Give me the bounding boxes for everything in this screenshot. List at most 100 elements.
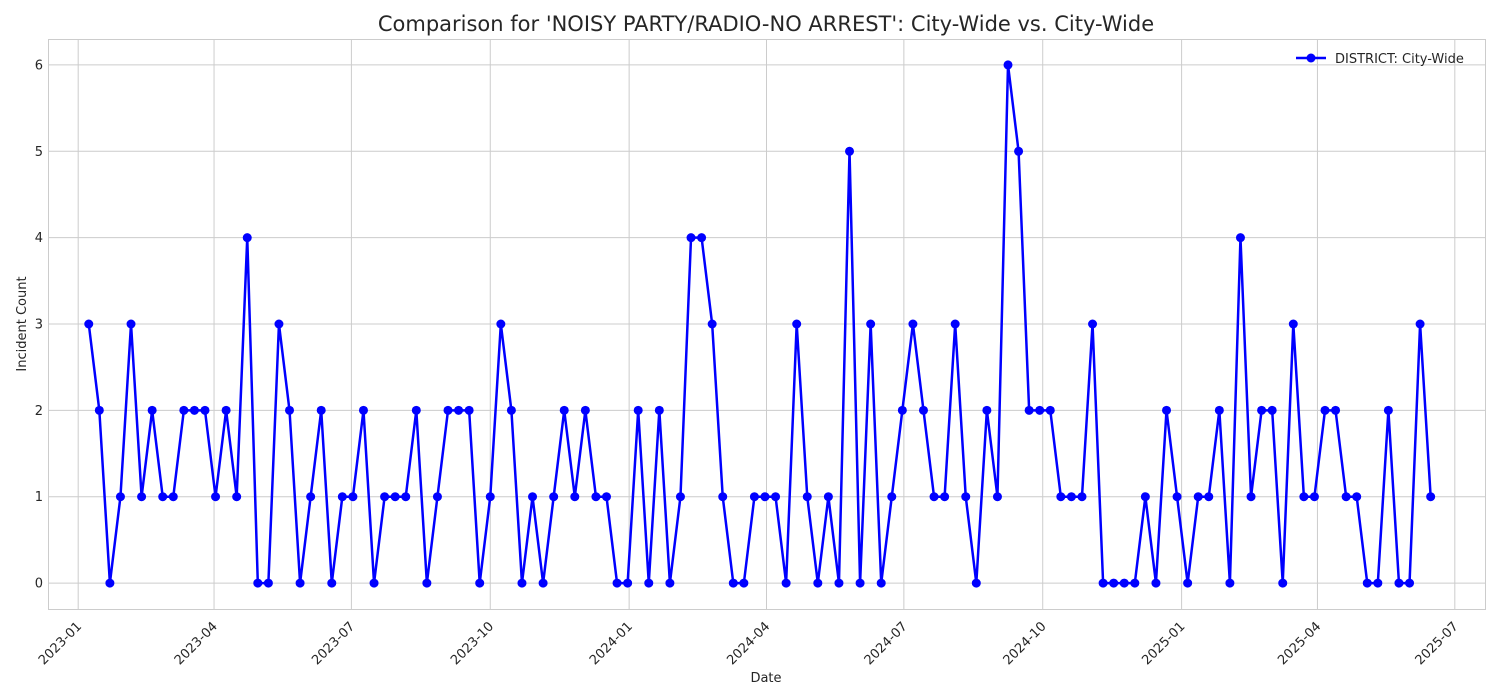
x-tick-label: 2024-07	[862, 619, 911, 668]
data-point	[411, 405, 421, 415]
data-point	[496, 319, 506, 329]
data-point	[1331, 405, 1341, 415]
y-tick-label: 3	[35, 318, 43, 333]
data-point	[115, 492, 125, 502]
data-point	[834, 578, 844, 588]
data-point	[454, 405, 464, 415]
data-point	[1373, 578, 1383, 588]
data-point	[697, 233, 707, 243]
data-point	[929, 492, 939, 502]
x-axis-label: Date	[750, 671, 781, 686]
x-tick-label: 2025-01	[1139, 619, 1188, 668]
data-point	[464, 405, 474, 415]
data-point	[918, 405, 928, 415]
data-point	[200, 405, 210, 415]
data-point	[992, 492, 1002, 502]
data-point	[1045, 405, 1055, 415]
data-point	[982, 405, 992, 415]
data-point	[1035, 405, 1045, 415]
data-point	[232, 492, 242, 502]
legend-marker	[1306, 53, 1316, 63]
data-point	[1003, 60, 1013, 70]
data-point	[1140, 492, 1150, 502]
data-point	[1130, 578, 1140, 588]
data-point	[792, 319, 802, 329]
data-point	[665, 578, 675, 588]
data-point	[94, 405, 104, 415]
x-tick-label: 2025-07	[1413, 619, 1462, 668]
data-point	[1077, 492, 1087, 502]
data-point	[813, 578, 823, 588]
data-point	[475, 578, 485, 588]
data-point	[147, 405, 157, 415]
data-point	[549, 492, 559, 502]
data-point	[580, 405, 590, 415]
data-point	[1098, 578, 1108, 588]
data-point	[897, 405, 907, 415]
data-point	[306, 492, 316, 502]
data-point	[612, 578, 622, 588]
x-tick-label: 2023-07	[309, 619, 358, 668]
data-point	[189, 405, 199, 415]
data-point	[686, 233, 696, 243]
data-point	[401, 492, 411, 502]
data-point	[84, 319, 94, 329]
data-point	[591, 492, 601, 502]
x-axis: 2023-01 2023-04 2023-07 2023-10 2024-01 2024-…	[36, 619, 1462, 668]
data-point	[1119, 578, 1129, 588]
x-tick-label: 2023-04	[172, 619, 221, 668]
data-point	[633, 405, 643, 415]
data-point	[1109, 578, 1119, 588]
data-point	[971, 578, 981, 588]
data-point	[876, 578, 886, 588]
data-point	[390, 492, 400, 502]
data-point	[1014, 146, 1024, 156]
data-point	[253, 578, 263, 588]
grid	[48, 39, 1485, 609]
data-point	[887, 492, 897, 502]
data-point	[802, 492, 812, 502]
data-point	[485, 492, 495, 502]
data-point	[718, 492, 728, 502]
data-point	[158, 492, 168, 502]
data-point	[1193, 492, 1203, 502]
y-tick-label: 1	[35, 490, 43, 505]
data-point	[1341, 492, 1351, 502]
y-tick-label: 2	[35, 404, 43, 419]
data-point	[528, 492, 538, 502]
data-point	[1309, 492, 1319, 502]
data-point	[675, 492, 685, 502]
data-point	[295, 578, 305, 588]
data-point	[940, 492, 950, 502]
data-point	[348, 492, 358, 502]
x-tick-label: 2024-04	[724, 619, 773, 668]
data-point	[126, 319, 136, 329]
x-tick-label: 2024-01	[587, 619, 636, 668]
x-tick-label: 2023-01	[36, 619, 85, 668]
data-point	[1151, 578, 1161, 588]
data-point	[760, 492, 770, 502]
data-point	[1183, 578, 1193, 588]
data-point	[749, 492, 759, 502]
data-point	[739, 578, 749, 588]
y-axis: 0 1 2 3 4 5 6	[35, 58, 43, 591]
data-point	[1162, 405, 1172, 415]
data-point	[1288, 319, 1298, 329]
data-point	[1394, 578, 1404, 588]
data-point	[211, 492, 221, 502]
data-point	[1172, 492, 1182, 502]
data-point	[866, 319, 876, 329]
data-point	[1320, 405, 1330, 415]
data-point	[1066, 492, 1076, 502]
chart-title: Comparison for 'NOISY PARTY/RADIO-NO ARR…	[378, 12, 1154, 36]
data-point	[422, 578, 432, 588]
data-point	[327, 578, 337, 588]
data-point	[623, 578, 633, 588]
y-tick-label: 6	[35, 58, 43, 73]
data-point	[961, 492, 971, 502]
data-point	[137, 492, 147, 502]
data-point	[221, 405, 231, 415]
data-point	[707, 319, 717, 329]
data-point	[316, 405, 326, 415]
data-point	[538, 578, 548, 588]
